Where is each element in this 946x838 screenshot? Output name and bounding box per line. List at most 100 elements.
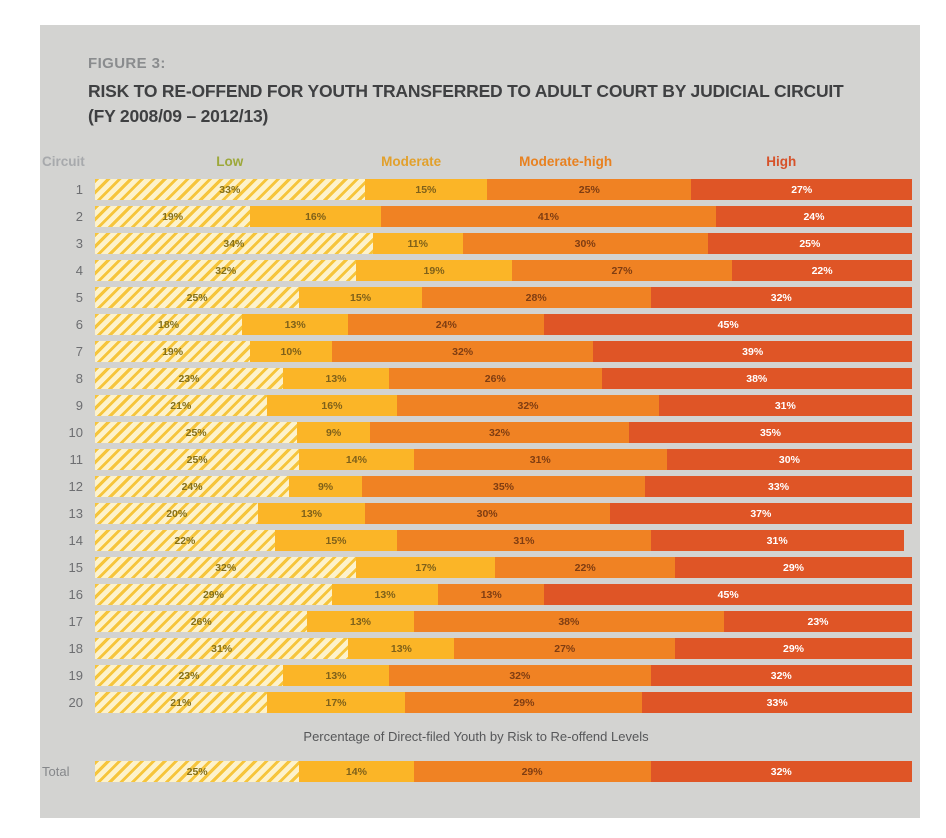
bar-segment-moderate: 19% (356, 260, 512, 281)
stacked-bar: 32% 17% 22% 29% (95, 557, 912, 578)
chart-row-circuit-10: 10 25% 9% 32% 35% (40, 422, 912, 443)
row-label: 4 (75, 263, 83, 278)
bar-segment-high: 23% (724, 611, 912, 632)
stacked-bar: 29% 13% 13% 45% (95, 584, 912, 605)
chart-row-circuit-8: 8 23% 13% 26% 38% (40, 368, 912, 389)
stacked-bar: 34% 11% 30% 25% (95, 233, 912, 254)
bar-segment-low: 22% (95, 530, 275, 551)
chart-row-circuit-19: 19 23% 13% 32% 32% (40, 665, 912, 686)
row-label: 6 (75, 317, 83, 332)
bar-segment-moderate-high: 32% (331, 341, 594, 362)
bar-segment-low: 25% (95, 287, 300, 308)
chart-row-circuit-12: 12 24% 9% 35% 33% (40, 476, 912, 497)
bar-segment-high: 31% (658, 395, 912, 416)
bar-segment-moderate: 13% (282, 665, 390, 686)
bar-segment-moderate-high: 27% (454, 638, 676, 659)
stacked-bar: 20% 13% 30% 37% (95, 503, 912, 524)
x-axis-label: Percentage of Direct-filed Youth by Risk… (303, 729, 649, 744)
bar-segment-low: 29% (95, 584, 332, 605)
stacked-bar: 33% 15% 25% 27% (95, 179, 912, 200)
stacked-bar: 21% 17% 29% 33% (95, 692, 912, 713)
bar-segment-moderate: 15% (299, 287, 422, 308)
row-label: 20 (68, 695, 83, 710)
bar-segment-low: 20% (95, 503, 259, 524)
row-label: 18 (68, 641, 83, 656)
bar-segment-low: 25% (95, 449, 300, 470)
stacked-bar-chart: Circuit Low Moderate Moderate-high High 1 33… (40, 154, 912, 782)
circuit-column-header: Circuit (42, 154, 85, 169)
chart-row-circuit-20: 20 21% 17% 29% 33% (40, 692, 912, 713)
row-label: 14 (68, 533, 83, 548)
bar-segment-high: 32% (650, 287, 912, 308)
stacked-bar: 25% 14% 31% 30% (95, 449, 912, 470)
stacked-bar: 23% 13% 32% 32% (95, 665, 912, 686)
legend-label-moderate: Moderate (381, 154, 442, 169)
bar-segment-high: 29% (675, 557, 912, 578)
chart-row-circuit-17: 17 26% 13% 38% 23% (40, 611, 912, 632)
row-label: 19 (68, 668, 83, 683)
bar-segment-low: 32% (95, 557, 357, 578)
total-row: Total 25% 14% 29% 32% (40, 761, 912, 782)
stacked-bar: 23% 13% 26% 38% (95, 368, 912, 389)
bar-segment-low: 26% (95, 611, 308, 632)
bar-segment-moderate: 16% (266, 395, 398, 416)
chart-rows: 1 33% 15% 25% 27% 2 19% 16% 41% 24% 3 34% 11% 30% 25% 4… (40, 179, 912, 713)
bar-segment-moderate: 15% (364, 179, 488, 200)
bar-segment-moderate-high: 30% (364, 503, 610, 524)
bar-segment-high: 33% (645, 476, 912, 497)
bar-segment-moderate: 14% (299, 449, 414, 470)
bar-segment-high: 30% (666, 449, 912, 470)
figure-label: FIGURE 3: (88, 55, 166, 72)
chart-row-circuit-13: 13 20% 13% 30% 37% (40, 503, 912, 524)
bar-segment-moderate: 17% (266, 692, 406, 713)
bar-segment-low: 24% (95, 476, 290, 497)
bar-segment-moderate-high: 38% (413, 611, 725, 632)
stacked-bar: 25% 9% 32% 35% (95, 422, 912, 443)
bar-segment-moderate-high: 25% (487, 179, 692, 200)
chart-row-circuit-7: 7 19% 10% 32% 39% (40, 341, 912, 362)
bar-segment-moderate-high: 29% (405, 692, 643, 713)
row-label: 9 (75, 398, 83, 413)
row-label: 13 (68, 506, 83, 521)
bar-segment-moderate: 14% (299, 761, 414, 782)
chart-row-circuit-18: 18 31% 13% 27% 29% (40, 638, 912, 659)
bar-segment-moderate-high: 30% (462, 233, 708, 254)
row-label: 2 (75, 209, 83, 224)
legend-label-high: High (766, 154, 797, 169)
bar-segment-moderate-high: 29% (413, 761, 651, 782)
legend-label-moderate-high: Moderate-high (519, 154, 613, 169)
chart-row-circuit-2: 2 19% 16% 41% 24% (40, 206, 912, 227)
row-label: 10 (68, 425, 83, 440)
bar-segment-moderate: 11% (372, 233, 463, 254)
stacked-bar: 31% 13% 27% 29% (95, 638, 912, 659)
row-label: 8 (75, 371, 83, 386)
bar-segment-high: 39% (593, 341, 912, 362)
bar-segment-low: 31% (95, 638, 349, 659)
bar-segment-moderate: 16% (250, 206, 381, 227)
title-block: FIGURE 3: RISK TO RE-OFFEND FOR YOUTH TR… (40, 55, 912, 128)
bar-segment-moderate: 9% (289, 476, 362, 497)
row-label: 12 (68, 479, 83, 494)
stacked-bar: 24% 9% 35% 33% (95, 476, 912, 497)
bar-segment-low: 21% (95, 692, 267, 713)
bar-segment-high: 45% (544, 584, 912, 605)
stacked-bar: 22% 15% 31% 31% (95, 530, 912, 551)
bar-segment-low: 25% (95, 761, 300, 782)
bar-segment-moderate-high: 32% (397, 395, 659, 416)
stacked-bar: 21% 16% 32% 31% (95, 395, 912, 416)
stacked-bar: 19% 16% 41% 24% (95, 206, 912, 227)
stacked-bar: 25% 15% 28% 32% (95, 287, 912, 308)
bar-segment-low: 19% (95, 341, 251, 362)
bar-segment-low: 34% (95, 233, 373, 254)
bar-segment-moderate-high: 32% (370, 422, 629, 443)
row-label: 15 (68, 560, 83, 575)
bar-segment-moderate-high: 31% (397, 530, 651, 551)
bar-segment-low: 19% (95, 206, 251, 227)
chart-row-circuit-16: 16 29% 13% 13% 45% (40, 584, 912, 605)
bar-segment-moderate: 13% (242, 314, 349, 335)
bar-segment-high: 27% (691, 179, 912, 200)
chart-row-circuit-1: 1 33% 15% 25% 27% (40, 179, 912, 200)
bar-segment-moderate-high: 13% (438, 584, 545, 605)
bar-segment-moderate-high: 32% (389, 665, 651, 686)
